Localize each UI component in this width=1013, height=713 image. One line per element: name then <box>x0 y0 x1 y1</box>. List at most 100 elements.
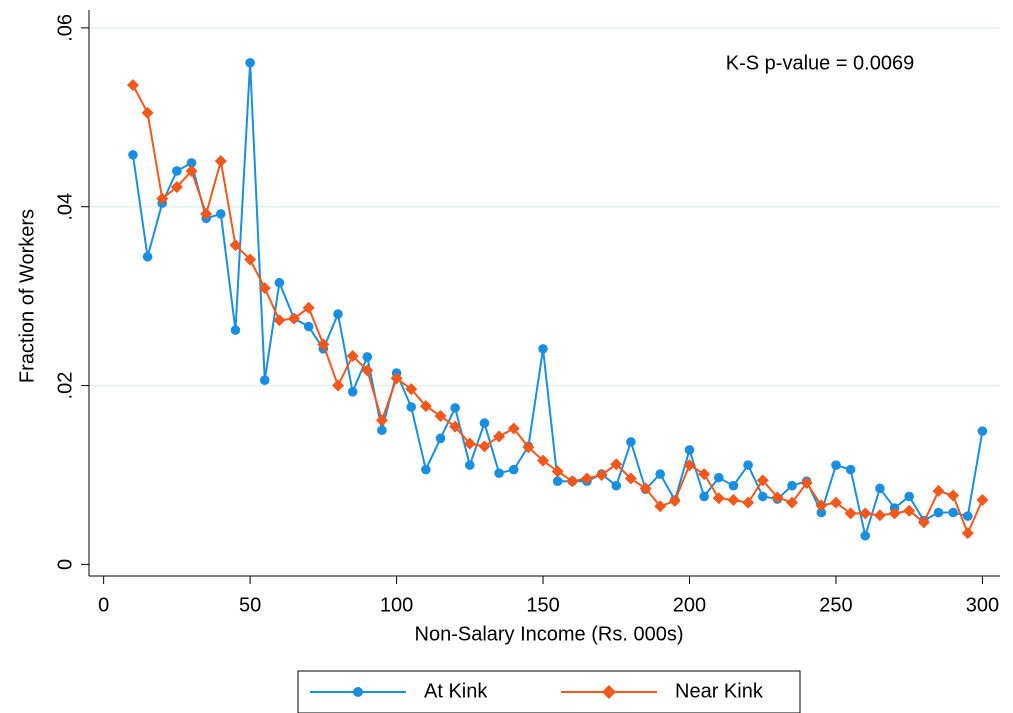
marker <box>551 465 564 478</box>
marker <box>479 418 490 428</box>
marker <box>727 493 740 506</box>
marker <box>684 445 695 455</box>
y-axis-title: Fraction of Workers <box>16 209 38 383</box>
marker <box>626 437 636 447</box>
legend-label: Near Kink <box>675 680 764 702</box>
marker <box>743 460 753 470</box>
marker <box>611 480 622 491</box>
marker <box>346 350 359 363</box>
marker <box>421 464 431 475</box>
marker <box>844 507 857 520</box>
marker <box>361 364 374 377</box>
marker <box>259 375 270 385</box>
marker <box>317 338 330 351</box>
marker <box>932 485 945 498</box>
marker <box>463 437 476 450</box>
x-axis-title: Non-Salary Income (Rs. 000s) <box>415 623 684 645</box>
marker <box>771 491 784 504</box>
marker <box>859 507 872 520</box>
marker <box>465 460 475 470</box>
marker <box>494 468 504 478</box>
marker <box>552 476 563 487</box>
marker <box>742 496 755 509</box>
marker <box>186 158 197 168</box>
x-tick-label: 50 <box>239 594 261 616</box>
marker <box>639 482 652 495</box>
marker <box>756 474 769 487</box>
marker <box>904 491 914 502</box>
marker <box>141 106 154 119</box>
marker <box>434 409 447 422</box>
marker <box>624 472 637 485</box>
annotation: K-S p-value = 0.0069 <box>726 52 914 74</box>
marker <box>419 400 432 413</box>
marker <box>917 516 930 529</box>
marker <box>128 150 138 160</box>
marker <box>435 433 446 444</box>
marker <box>947 489 960 502</box>
marker <box>595 468 608 481</box>
marker <box>244 253 257 266</box>
y-tick-label: .06 <box>54 14 76 42</box>
marker <box>450 403 460 413</box>
marker <box>331 379 344 392</box>
marker <box>390 372 403 385</box>
y-tick-label: .04 <box>54 193 76 221</box>
marker <box>245 57 255 68</box>
series-line <box>131 62 984 540</box>
marker <box>829 496 842 509</box>
marker <box>668 494 681 507</box>
marker <box>449 420 462 433</box>
marker <box>713 472 724 483</box>
legend-marker <box>602 685 616 699</box>
marker <box>288 312 301 325</box>
marker <box>156 192 169 205</box>
x-tick-label: 100 <box>380 594 413 616</box>
marker <box>977 426 988 436</box>
marker <box>508 464 519 475</box>
marker <box>816 507 827 518</box>
marker <box>712 492 725 505</box>
marker <box>655 469 666 479</box>
marker <box>888 507 901 520</box>
marker <box>873 509 886 522</box>
marker <box>216 209 226 219</box>
marker <box>362 352 373 362</box>
marker <box>654 500 667 513</box>
marker <box>303 321 314 332</box>
marker <box>522 441 535 454</box>
marker <box>200 207 213 220</box>
marker <box>699 491 709 502</box>
marker <box>757 491 768 502</box>
x-tick-label: 250 <box>819 594 852 616</box>
marker <box>333 309 343 319</box>
legend-label: At Kink <box>424 680 488 702</box>
legend-marker <box>353 687 363 697</box>
marker <box>347 387 358 397</box>
marker <box>405 383 418 396</box>
marker <box>302 301 315 314</box>
marker <box>610 458 623 471</box>
marker <box>580 472 593 485</box>
marker <box>214 155 227 168</box>
x-tick-label: 300 <box>966 594 999 616</box>
marker <box>728 480 739 491</box>
marker <box>507 422 520 435</box>
marker <box>478 440 491 453</box>
marker <box>976 493 989 506</box>
marker <box>170 181 183 194</box>
marker <box>860 530 871 541</box>
marker <box>683 459 696 472</box>
y-tick-label: .02 <box>54 372 76 400</box>
marker <box>537 454 550 467</box>
marker <box>142 251 153 262</box>
marker <box>273 314 286 327</box>
marker <box>800 477 813 490</box>
marker <box>962 511 973 521</box>
marker <box>493 430 506 443</box>
marker <box>786 496 799 509</box>
marker <box>698 468 711 481</box>
marker <box>377 425 387 436</box>
x-tick-label: 150 <box>526 594 559 616</box>
marker <box>875 483 885 494</box>
